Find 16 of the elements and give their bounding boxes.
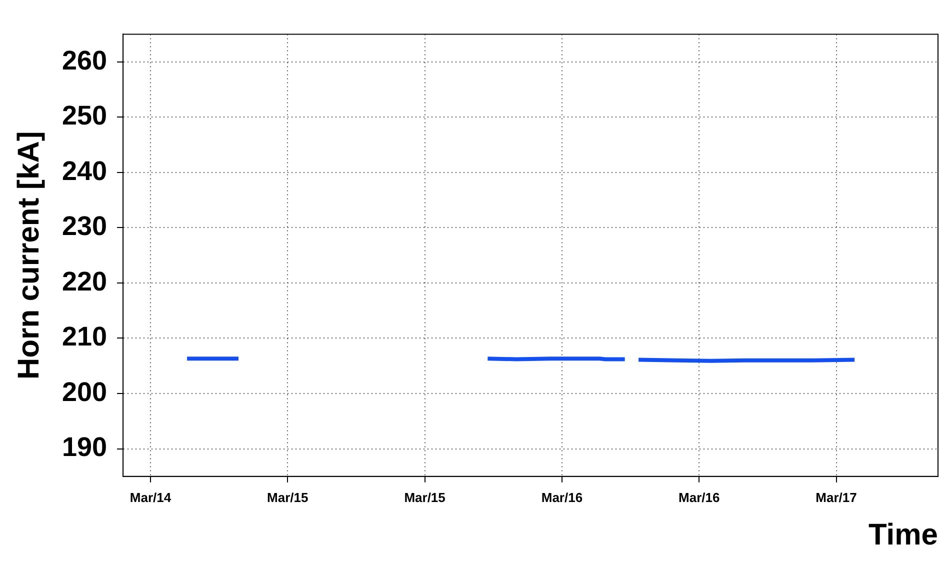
y-axis-title: Horn current [kA] — [12, 131, 46, 380]
y-tick-label: 240 — [62, 156, 108, 186]
y-tick-label: 260 — [62, 45, 108, 76]
x-tick-label: Mar/15 — [267, 490, 308, 505]
x-tick-label: Mar/15 — [404, 490, 446, 505]
x-axis-title: Time — [868, 518, 938, 552]
y-tick-label: 190 — [62, 432, 108, 462]
y-tick-label: 230 — [62, 211, 108, 242]
y-tick-label: 210 — [62, 322, 108, 352]
x-tick-label: Mar/16 — [678, 490, 720, 505]
x-tick-label: Mar/17 — [816, 490, 857, 505]
y-tick-label: 200 — [62, 376, 108, 407]
x-tick-label: Mar/14 — [130, 490, 172, 505]
y-tick-label: 220 — [62, 266, 108, 296]
y-tick-label: 250 — [62, 100, 108, 131]
x-tick-label: Mar/16 — [541, 490, 583, 505]
